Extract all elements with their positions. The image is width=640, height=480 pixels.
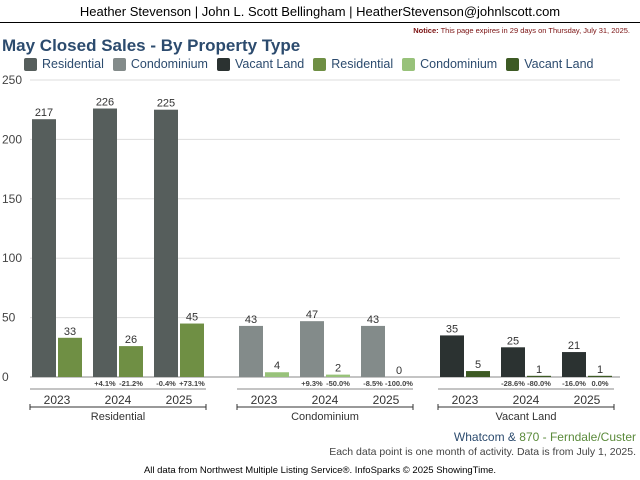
bar-label-2-2-prior: 1 [597, 364, 603, 376]
bar-0-2-prior [180, 323, 204, 377]
year-label-2-2: 2025 [574, 393, 601, 407]
bar-2-0-prior [466, 371, 490, 377]
bar-0-1-prior [119, 346, 143, 377]
legend-label-2: Vacant Land [234, 57, 305, 71]
area-amp: & [504, 430, 520, 444]
notice-label: Notice: [413, 26, 439, 35]
group-label-2: Vacant Land [496, 411, 557, 423]
y-tick-250: 250 [2, 73, 22, 87]
change-1-2-prior: -100.0% [385, 379, 413, 388]
legend-label-5: Vacant Land [524, 57, 594, 71]
legend-item-3: Residential [313, 57, 393, 71]
group-label-1: Condominium [291, 411, 359, 423]
notice-text: This page expires in 29 days on Thursday… [440, 26, 630, 35]
data-credit: All data from Northwest Multiple Listing… [143, 465, 497, 476]
area-name: 870 - Ferndale/Custer [519, 430, 636, 444]
bar-1-1-current [300, 321, 324, 377]
bar-1-0-prior [265, 372, 289, 377]
bar-1-1-prior [326, 374, 350, 377]
change-2-1-current: -28.6% [501, 379, 525, 388]
bar-label-0-1-current: 226 [96, 97, 114, 109]
legend-label-3: Residential [331, 57, 394, 71]
bar-label-1-1-prior: 2 [335, 363, 341, 375]
bar-label-1-2-current: 43 [367, 314, 379, 326]
data-note: Each data point is one month of activity… [329, 446, 636, 458]
legend-swatch-3 [313, 57, 327, 71]
header-bar: Heather Stevenson | John L. Scott Bellin… [0, 0, 640, 23]
bar-label-2-2-current: 21 [568, 340, 580, 352]
area-source[interactable]: Whatcom & 870 - Ferndale/Custer [454, 430, 636, 444]
y-tick-150: 150 [2, 192, 22, 206]
bar-label-1-2-prior: 0 [396, 365, 402, 377]
chart-title: May Closed Sales - By Property Type [2, 36, 301, 55]
change-0-2-current: -0.4% [156, 379, 176, 388]
bar-0-0-prior [58, 337, 82, 377]
year-label-0-1: 2024 [105, 393, 132, 407]
y-tick-50: 50 [2, 311, 16, 325]
year-label-2-0: 2023 [452, 393, 479, 407]
expiry-notice: Notice: This page expires in 29 days on … [413, 26, 630, 35]
change-2-2-current: -16.0% [562, 379, 586, 388]
legend-label-4: Condominium [420, 57, 498, 71]
bar-1-0-current [239, 325, 263, 377]
chart-legend: Residential Condominium Vacant Land Residen… [24, 57, 603, 71]
legend-item-1: Condominium [112, 57, 208, 71]
year-label-1-0: 2023 [251, 393, 278, 407]
bar-label-1-0-prior: 4 [274, 360, 280, 372]
year-label-1-2: 2025 [373, 393, 400, 407]
change-0-1-current: +4.1% [94, 379, 116, 388]
legend-item-0: Residential [24, 57, 104, 71]
legend-item-5: Vacant Land [506, 57, 594, 71]
bar-2-1-prior [527, 375, 551, 377]
bar-1-2-current [361, 325, 385, 377]
legend-swatch-2 [216, 57, 230, 71]
bar-label-0-2-prior: 45 [186, 312, 198, 324]
bar-label-0-0-prior: 33 [64, 326, 76, 338]
year-label-0-0: 2023 [44, 393, 71, 407]
y-tick-200: 200 [2, 132, 22, 146]
bar-label-0-2-current: 225 [157, 98, 175, 110]
bar-2-0-current [440, 335, 464, 377]
y-tick-0: 0 [2, 370, 9, 384]
bar-label-0-0-current: 217 [35, 107, 53, 119]
legend-item-2: Vacant Land [216, 57, 305, 71]
header-text: Heather Stevenson | John L. Scott Bellin… [79, 3, 561, 19]
year-label-2-1: 2024 [513, 393, 540, 407]
change-1-2-current: -8.5% [363, 379, 383, 388]
bar-2-2-current [562, 352, 586, 377]
bar-0-2-current [154, 109, 178, 377]
legend-swatch-5 [506, 57, 520, 71]
bar-label-1-0-current: 43 [245, 314, 257, 326]
legend-item-4: Condominium [402, 57, 497, 71]
change-0-2-prior: +73.1% [179, 379, 205, 388]
change-2-2-prior: 0.0% [591, 379, 608, 388]
change-0-1-prior: -21.2% [119, 379, 143, 388]
change-2-1-prior: -80.0% [527, 379, 551, 388]
change-1-1-prior: -50.0% [326, 379, 350, 388]
bar-label-0-1-prior: 26 [125, 334, 137, 346]
bar-0-1-current [93, 108, 117, 378]
y-tick-100: 100 [2, 251, 22, 265]
bar-label-2-1-current: 25 [507, 335, 519, 347]
bar-label-2-0-prior: 5 [475, 359, 481, 371]
legend-swatch-0 [24, 57, 37, 71]
legend-swatch-4 [402, 57, 416, 71]
year-label-1-1: 2024 [312, 393, 339, 407]
change-1-1-current: +9.3% [301, 379, 323, 388]
bar-label-2-1-prior: 1 [536, 364, 542, 376]
area-prefix: Whatcom [453, 430, 505, 444]
bar-0-0-current [32, 119, 56, 378]
bar-2-1-current [501, 347, 525, 377]
bar-label-2-0-current: 35 [446, 323, 458, 335]
year-label-0-2: 2025 [166, 393, 193, 407]
group-label-0: Residential [91, 411, 145, 423]
legend-swatch-1 [112, 57, 126, 71]
bar-2-2-prior [588, 375, 612, 377]
legend-label-0: Residential [42, 57, 104, 71]
legend-label-1: Condominium [130, 57, 208, 71]
bar-label-1-1-current: 47 [306, 309, 318, 321]
